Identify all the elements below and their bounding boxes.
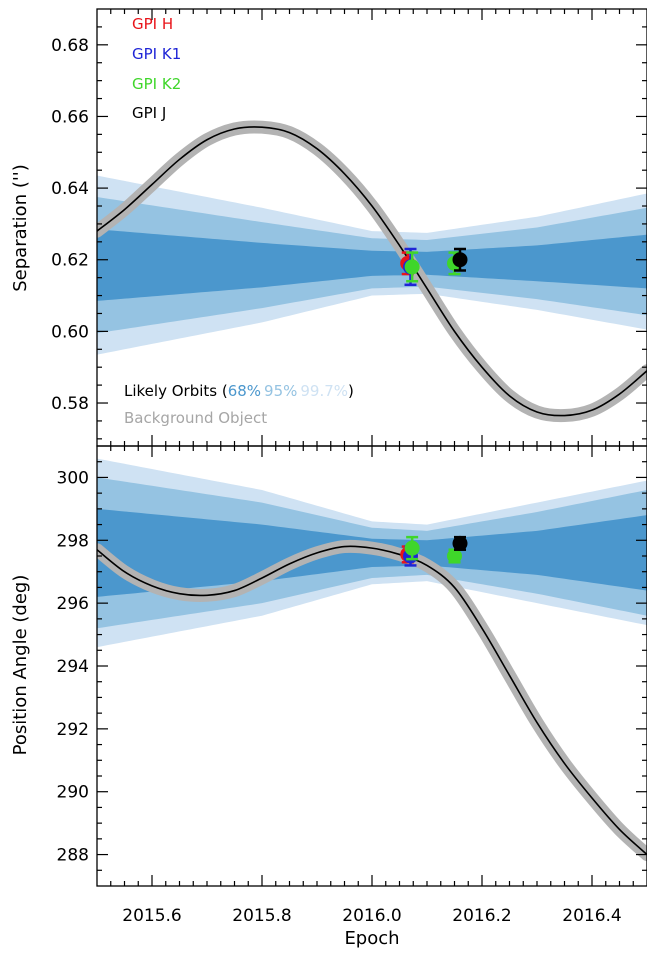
position-angle-data-points xyxy=(400,535,468,567)
likely-orbits-suffix: ) xyxy=(348,382,354,400)
position-angle-ticks: 288 290 292 294 296 298 300 2015.6 2015.8 2016.0 2… xyxy=(57,446,647,926)
separation-point-gpi-j xyxy=(452,247,468,272)
position-angle-point-gpi-k2 xyxy=(404,535,420,561)
epoch-axis-label: Epoch xyxy=(344,928,399,949)
position-angle-ytick-label: 292 xyxy=(57,720,89,740)
position-angle-ytick-label: 290 xyxy=(57,783,89,803)
position-angle-panel: 288 290 292 294 296 298 300 2015.6 2015.8 2016.0 2… xyxy=(10,445,647,949)
epoch-tick-label: 2016.0 xyxy=(342,906,401,926)
epoch-tick-label: 2015.8 xyxy=(232,906,291,926)
position-angle-ytick-label: 298 xyxy=(57,531,89,551)
likely-orbits-prefix: Likely Orbits ( xyxy=(124,382,228,400)
position-angle-background-track xyxy=(97,539,647,862)
separation-data-points xyxy=(400,247,468,287)
position-angle-point-gpi-j xyxy=(452,535,468,551)
position-angle-frame xyxy=(96,445,647,887)
position-angle-ytick-label: 300 xyxy=(57,468,89,488)
separation-ytick-label: 0.58 xyxy=(51,394,89,414)
separation-ytick-label: 0.68 xyxy=(51,36,89,56)
separation-background-track xyxy=(97,120,647,423)
position-angle-background-track-line xyxy=(97,545,647,856)
likely-orbits-997: 99.7% xyxy=(300,382,348,400)
separation-ytick-label: 0.66 xyxy=(51,107,89,127)
legend-gpi-h: GPI H xyxy=(132,15,173,33)
separation-ticks: 0.58 0.60 0.62 0.64 0.66 0.68 xyxy=(51,9,647,446)
separation-point-gpi-k2 xyxy=(404,251,420,283)
separation-ytick-label: 0.64 xyxy=(51,179,89,199)
legend: GPI H GPI K1 GPI K2 GPI J xyxy=(132,15,181,122)
likely-orbits-95: 95% xyxy=(264,382,297,400)
legend-gpi-k1: GPI K1 xyxy=(132,45,181,63)
position-angle-ytick-label: 294 xyxy=(57,657,89,677)
separation-axis-label: Separation ('') xyxy=(10,164,31,292)
position-angle-ytick-label: 288 xyxy=(57,846,89,866)
background-object-annotation: Background Object xyxy=(124,409,267,427)
separation-ytick-label: 0.60 xyxy=(51,322,89,342)
legend-gpi-j: GPI J xyxy=(132,104,166,122)
position-angle-axis-label: Position Angle (deg) xyxy=(10,575,31,756)
separation-band-68 xyxy=(97,229,647,301)
separation-panel: 0.58 0.60 0.62 0.64 0.66 0.68 Separation ('')… xyxy=(10,8,647,447)
separation-ytick-label: 0.62 xyxy=(51,251,89,271)
epoch-tick-label: 2016.4 xyxy=(562,906,621,926)
likely-orbits-annotation: Likely Orbits (68% 95% 99.7%) xyxy=(124,382,354,400)
legend-gpi-k2: GPI K2 xyxy=(132,75,181,93)
separation-orbit-bands xyxy=(97,175,647,355)
likely-orbits-68: 68% xyxy=(228,382,261,400)
position-angle-ytick-label: 296 xyxy=(57,594,89,614)
epoch-tick-label: 2015.6 xyxy=(122,906,181,926)
epoch-tick-label: 2016.2 xyxy=(452,906,511,926)
separation-background-track-line xyxy=(97,126,647,417)
